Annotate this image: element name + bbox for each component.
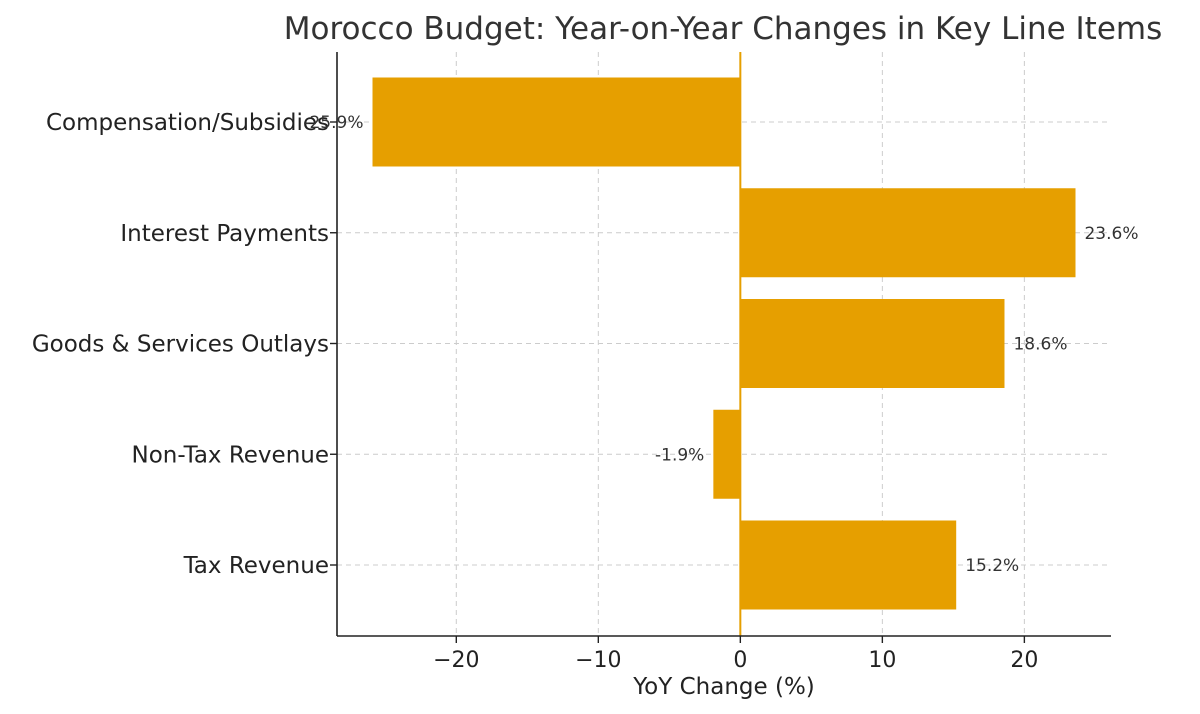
chart-title: Morocco Budget: Year-on-Year Changes in … [284,11,1163,47]
x-tick-label: 10 [868,648,896,673]
bar [713,409,741,499]
category-label: Goods & Services Outlays [32,332,329,358]
category-label: Tax Revenue [183,553,329,579]
category-label: Non-Tax Revenue [132,442,329,468]
bar-layer [372,52,1076,636]
label-layer: −20 −10 0 10 20 Tax Revenue Non-Tax Revenue Goo… [32,110,1139,673]
x-tick-label: 20 [1010,648,1038,673]
data-label: -25.9% [303,113,363,133]
category-label: Interest Payments [120,221,329,247]
category-label: Compensation/Subsidies [46,110,329,136]
bar [740,299,1005,388]
bar [740,520,957,610]
data-label: 23.6% [1084,224,1138,244]
data-label: 18.6% [1013,335,1067,355]
x-tick-label: −10 [575,648,621,673]
x-tick-label: −20 [433,648,479,673]
bar [372,77,741,167]
data-label: -1.9% [655,445,704,465]
data-label: 15.2% [965,556,1019,576]
bar [740,188,1076,278]
x-axis-title: YoY Change (%) [632,674,815,700]
x-tick-label: 0 [733,648,747,673]
axis-layer [330,52,1111,643]
